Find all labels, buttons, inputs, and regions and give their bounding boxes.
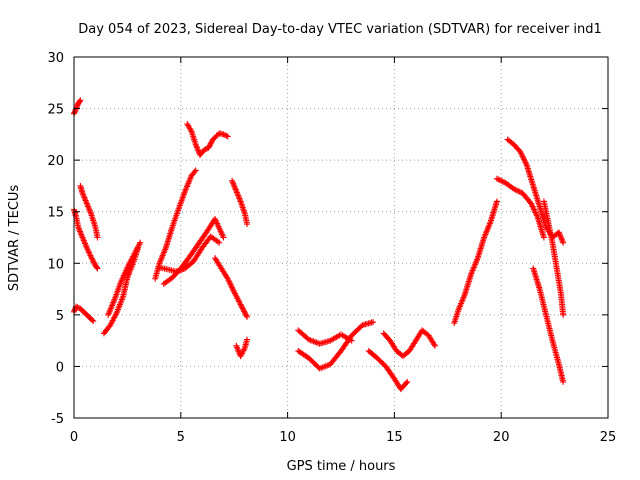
data-point-marker — [241, 308, 248, 315]
y-tick-label: 20 — [47, 154, 64, 169]
data-point-marker — [516, 188, 523, 195]
data-point-marker — [90, 259, 97, 266]
data-point-marker — [207, 140, 214, 147]
data-point-marker — [495, 176, 502, 183]
data-point-marker — [206, 142, 213, 149]
data-point-marker — [239, 304, 246, 311]
data-point-marker — [560, 239, 567, 246]
data-point-marker — [208, 139, 215, 146]
x-tick-label: 0 — [70, 430, 78, 445]
data-point-marker — [240, 307, 247, 314]
data-point-marker — [244, 313, 251, 320]
data-point-marker — [515, 188, 522, 195]
data-point-marker — [201, 146, 208, 153]
data-point-marker — [243, 312, 250, 319]
data-point-marker — [76, 98, 83, 105]
data-point-marker — [206, 143, 213, 150]
y-axis-label: SDTVAR / TECUs — [7, 185, 22, 292]
data-point-marker — [498, 177, 505, 184]
chart-title: Day 054 of 2023, Sidereal Day-to-day VTE… — [78, 22, 602, 37]
data-point-marker — [239, 348, 246, 355]
data-point-marker — [370, 319, 377, 326]
x-tick-label: 10 — [279, 430, 296, 445]
data-point-marker — [192, 167, 199, 174]
data-point-marker — [205, 144, 212, 151]
data-point-marker — [239, 350, 246, 357]
data-point-marker — [242, 311, 249, 318]
data-point-marker — [493, 175, 500, 182]
y-tick-label: 10 — [47, 257, 64, 272]
data-point-marker — [560, 311, 567, 318]
x-tick-label: 15 — [386, 430, 403, 445]
points-layer — [71, 97, 567, 393]
data-point-marker — [88, 255, 95, 262]
data-point-marker — [512, 186, 519, 193]
y-tick-label: 25 — [47, 103, 64, 118]
ticks-layer: 0 5 10 15 20 25 -5 0 5 10 15 20 25 30 — [47, 51, 616, 445]
data-point-marker — [220, 234, 227, 241]
data-point-marker — [239, 305, 246, 312]
data-point-marker — [137, 239, 144, 246]
data-point-marker — [90, 318, 97, 325]
data-point-marker — [223, 132, 230, 139]
data-point-marker — [404, 378, 411, 385]
data-point-marker — [499, 178, 506, 185]
data-point-marker — [348, 337, 355, 344]
x-tick-label: 20 — [493, 430, 510, 445]
y-tick-label: 30 — [47, 51, 64, 66]
data-point-marker — [94, 265, 101, 272]
x-tick-label: 5 — [177, 430, 185, 445]
data-point-marker — [220, 131, 227, 138]
data-point-marker — [214, 238, 221, 245]
data-point-marker — [493, 198, 500, 205]
data-point-marker — [238, 351, 245, 358]
x-tick-label: 25 — [600, 430, 617, 445]
data-point-marker — [187, 126, 194, 133]
y-tick-label: 15 — [47, 206, 64, 221]
data-point-marker — [513, 187, 520, 194]
y-tick-label: -5 — [51, 412, 64, 427]
data-point-marker — [238, 302, 245, 309]
data-point-marker — [89, 317, 96, 324]
x-axis-label: GPS time / hours — [287, 459, 396, 474]
data-point-marker — [244, 336, 251, 343]
data-point-marker — [241, 309, 248, 316]
data-point-marker — [560, 378, 567, 385]
data-point-marker — [240, 347, 247, 354]
data-point-marker — [74, 304, 81, 311]
data-point-marker — [202, 146, 209, 153]
data-point-marker — [496, 177, 503, 184]
data-point-marker — [403, 380, 410, 387]
plot-frame — [73, 56, 609, 419]
data-point-marker — [191, 168, 198, 175]
data-point-marker — [431, 342, 438, 349]
data-point-marker — [77, 97, 84, 104]
data-point-marker — [244, 221, 251, 228]
data-point-marker — [221, 132, 228, 139]
data-point-marker — [540, 234, 547, 241]
data-point-marker — [216, 239, 223, 246]
data-point-marker — [224, 133, 231, 140]
data-point-marker — [93, 264, 100, 271]
y-tick-label: 0 — [56, 360, 64, 375]
data-point-marker — [237, 353, 244, 360]
data-point-marker — [241, 346, 248, 353]
data-point-marker — [89, 256, 96, 263]
data-point-marker — [237, 301, 244, 308]
data-point-marker — [511, 186, 518, 193]
data-point-marker — [88, 254, 95, 261]
grid-layer — [74, 57, 608, 418]
data-point-marker — [94, 234, 101, 241]
y-tick-label: 5 — [56, 309, 64, 324]
data-point-marker — [90, 258, 97, 265]
